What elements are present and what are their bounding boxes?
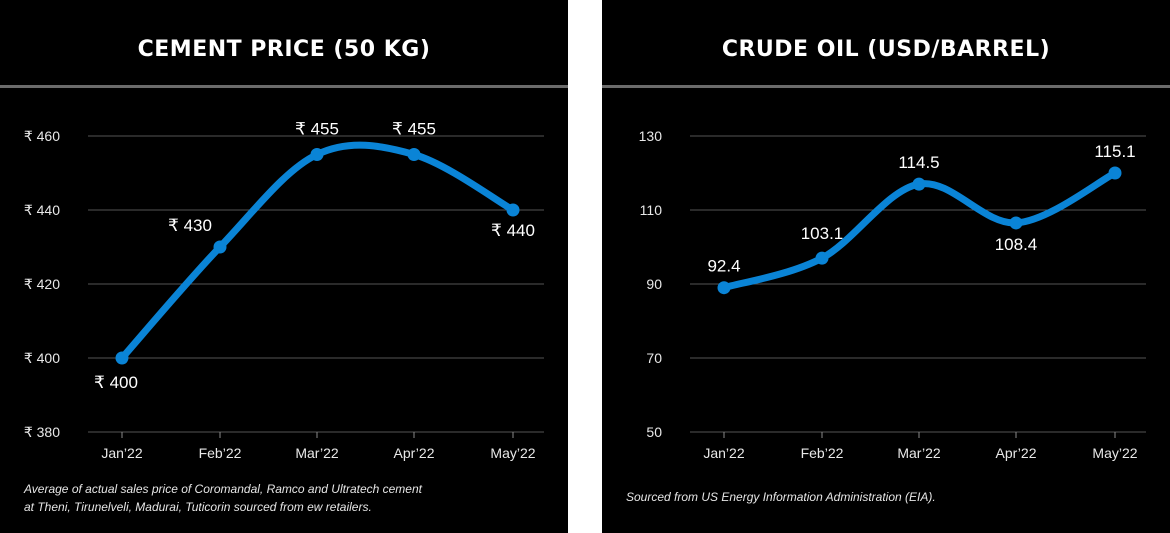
title-divider xyxy=(602,85,1170,88)
y-tick-label: 70 xyxy=(646,350,662,366)
x-tick-label: Mar’22 xyxy=(897,445,941,461)
x-tick-label: May’22 xyxy=(1092,445,1137,461)
cement-chart-panel: CEMENT PRICE (50 KG) ₹ 380 ₹ 400 ₹ 420 ₹ 44… xyxy=(0,0,568,533)
data-point xyxy=(115,351,129,365)
x-tick-label: May’22 xyxy=(490,445,535,461)
cement-chart-title: CEMENT PRICE (50 KG) xyxy=(137,37,431,62)
crude-chart-plot: 50 70 90 110 130 Jan’22 Feb’22 Mar’22 Apr’22 May’… xyxy=(639,128,1146,461)
data-label: ₹ 455 xyxy=(392,120,436,139)
y-tick-label: 90 xyxy=(646,276,662,292)
crude-footnote-line: Sourced from US Energy Information Admin… xyxy=(626,490,936,504)
x-tick-label: Apr’22 xyxy=(394,445,435,461)
cement-footnote: Average of actual sales price of Coroman… xyxy=(24,480,484,516)
data-point xyxy=(912,177,926,191)
data-point xyxy=(506,203,520,217)
data-point xyxy=(310,148,324,161)
data-point xyxy=(815,251,829,265)
data-label: ₹ 455 xyxy=(295,120,339,139)
cement-chart-plot: ₹ 380 ₹ 400 ₹ 420 ₹ 440 ₹ 460 Jan’22 Feb’22 Mar… xyxy=(24,120,544,461)
crude-chart-panel: CRUDE OIL (USD/BARREL) 50 70 90 110 130 Jan’2… xyxy=(602,0,1170,533)
y-tick-label: ₹ 460 xyxy=(24,128,60,144)
data-point xyxy=(213,240,227,254)
y-tick-label: ₹ 420 xyxy=(24,276,60,292)
x-tick-label: Jan’22 xyxy=(101,445,142,461)
x-tick-label: Mar’22 xyxy=(295,445,339,461)
cement-footnote-line: Average of actual sales price of Coroman… xyxy=(24,482,422,496)
data-point xyxy=(1108,166,1122,180)
data-label: 92.4 xyxy=(707,257,740,276)
x-tick-label: Feb’22 xyxy=(801,445,844,461)
data-label: 115.1 xyxy=(1094,142,1135,161)
series-line xyxy=(118,141,517,362)
x-tick-label: Feb’22 xyxy=(199,445,242,461)
data-label: 103.1 xyxy=(801,224,844,243)
title-divider xyxy=(0,85,568,88)
x-tick-label: Jan’22 xyxy=(703,445,744,461)
y-tick-label: 50 xyxy=(646,424,662,440)
data-label: ₹ 430 xyxy=(168,216,212,235)
data-point xyxy=(1009,216,1023,230)
data-label: 114.5 xyxy=(898,153,939,172)
crude-footnote: Sourced from US Energy Information Admin… xyxy=(626,488,1146,506)
y-tick-label: ₹ 380 xyxy=(24,424,60,440)
y-tick-label: ₹ 440 xyxy=(24,202,60,218)
data-label: ₹ 440 xyxy=(491,221,535,240)
data-label: 108.4 xyxy=(995,235,1038,254)
data-label: ₹ 400 xyxy=(94,373,138,392)
x-tick-label: Apr’22 xyxy=(996,445,1037,461)
data-point xyxy=(717,281,731,295)
y-tick-label: 110 xyxy=(640,202,663,218)
y-tick-label: ₹ 400 xyxy=(24,350,60,366)
data-point xyxy=(407,148,421,161)
cement-footnote-line: at Theni, Tirunelveli, Madurai, Tuticori… xyxy=(24,500,372,514)
crude-chart-title: CRUDE OIL (USD/BARREL) xyxy=(721,37,1051,62)
y-tick-label: 130 xyxy=(639,128,663,144)
